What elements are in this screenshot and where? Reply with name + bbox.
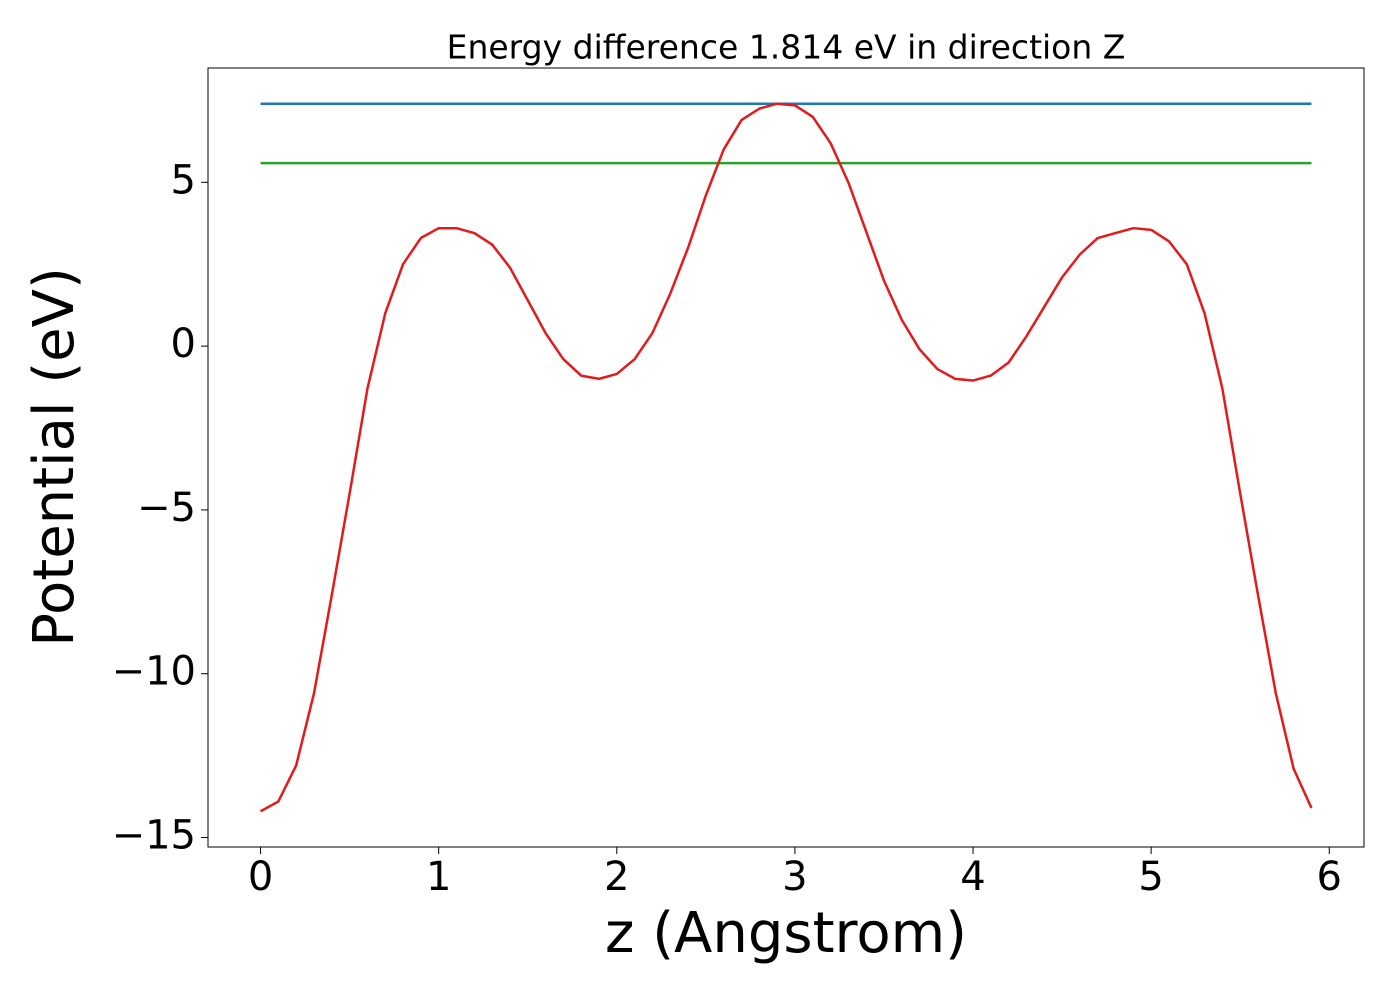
x-tick-label: 2 (604, 854, 629, 900)
x-tick-label: 0 (248, 854, 273, 900)
y-tick-label: −15 (112, 813, 196, 859)
line-series (259, 102, 1313, 813)
y-tick-label: −5 (137, 485, 196, 531)
plot-frame (207, 67, 1365, 848)
x-tick-label: 5 (1138, 854, 1163, 900)
x-tick-label: 1 (426, 854, 451, 900)
chart-title: Energy difference 1.814 eV in direction … (447, 28, 1126, 67)
x-tick-label: 4 (960, 854, 985, 900)
x-axis-label: z (Angstrom) (605, 901, 967, 966)
y-tick-label: −10 (112, 649, 196, 695)
y-axis-label: Potential (eV) (22, 267, 87, 647)
x-tick-label: 3 (782, 854, 807, 900)
y-tick-label: 0 (171, 321, 196, 367)
y-tick-label: 5 (171, 157, 196, 203)
x-tick-label: 6 (1317, 854, 1342, 900)
